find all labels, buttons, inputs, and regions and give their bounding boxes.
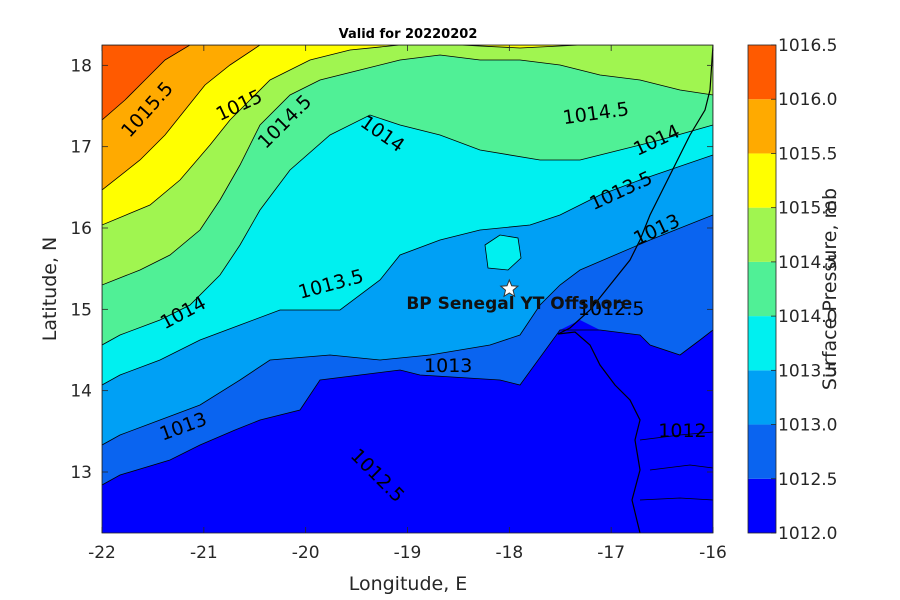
- contour-line-4: [102, 45, 713, 286]
- pressure-bands: [102, 45, 713, 533]
- x-axis-ticks: -22 -21 -20 -19 -18 -17 -16: [88, 45, 727, 563]
- colorbar-segment-6: [748, 153, 776, 208]
- coastline: [557, 45, 713, 533]
- x-tick-label-4: -18: [495, 543, 523, 563]
- contour-line-1: [102, 45, 713, 446]
- colorbar-tick-label-3: 1013.5: [778, 361, 837, 381]
- contour-line-0: [102, 45, 713, 486]
- colorbar: 1012.0 1012.5 1013.0 1013.5 1014.0 1014.5 1015…: [747, 36, 837, 544]
- y-tick-label-3: 16: [70, 219, 92, 239]
- colorbar-tick-label-7: 1015.5: [778, 144, 837, 164]
- contour-label-10: 1012.5: [578, 298, 644, 320]
- colorbar-segment-0: [748, 478, 776, 533]
- contour-label-14: 1012: [658, 420, 706, 442]
- colorbar-label: Surface Pressure, mb: [819, 188, 841, 390]
- colorbar-segment-3: [748, 316, 776, 371]
- colorbar-tick-label-9: 1016.5: [778, 36, 837, 56]
- pressure-band-5: [102, 45, 713, 285]
- colorbar-segment-5: [748, 207, 776, 262]
- estuary-lines: [639, 431, 713, 501]
- pressure-band-8: [102, 45, 190, 120]
- x-tick-label-5: -17: [597, 543, 625, 563]
- colorbar-tick-label-2: 1013.0: [778, 416, 837, 436]
- colorbar-segment-8: [748, 45, 776, 100]
- chart-title: Valid for 20220202: [339, 27, 478, 42]
- colorbar-tick-label-6: 1015.0: [778, 199, 837, 219]
- contour-line-2: [102, 45, 713, 386]
- x-tick-label-2: -20: [292, 543, 320, 563]
- x-tick-label-6: -16: [699, 543, 727, 563]
- contour-line-7: [102, 45, 191, 121]
- coastline-path: [557, 45, 713, 533]
- station-marker-group: BP Senegal YT Offshore: [406, 278, 632, 314]
- y-axis-ticks: 13 14 15 16 17 18: [70, 56, 713, 483]
- contour-line-3: [102, 45, 713, 346]
- x-tick-label-1: -21: [190, 543, 218, 563]
- contour-line-5: [102, 45, 713, 226]
- colorbar-segment-1: [748, 424, 776, 479]
- colorbar-tick-label-8: 1016.0: [778, 90, 837, 110]
- colorbar-segment-2: [748, 370, 776, 425]
- y-tick-label-2: 15: [70, 300, 92, 320]
- low-pressure-region: [560, 320, 713, 533]
- contour-label-11: 1013: [424, 355, 472, 377]
- contour-line-6: [102, 45, 261, 191]
- colorbar-tick-label-1: 1012.5: [778, 470, 837, 490]
- pressure-band-6: [102, 45, 713, 225]
- y-tick-label-1: 14: [70, 382, 92, 402]
- colorbar-tick-label-5: 1014.5: [778, 253, 837, 273]
- station-label-0: BP Senegal YT Offshore: [406, 294, 632, 314]
- y-axis-label: Latitude, N: [39, 237, 61, 342]
- x-tick-label-0: -22: [88, 543, 116, 563]
- y-tick-label-5: 18: [70, 56, 92, 76]
- y-tick-label-4: 17: [70, 138, 92, 158]
- colorbar-tick-label-4: 1014.0: [778, 307, 837, 327]
- contour-lines: [102, 45, 713, 486]
- y-tick-label-0: 13: [70, 463, 92, 483]
- colorbar-frame: [747, 44, 777, 534]
- x-axis-label: Longitude, E: [349, 573, 468, 595]
- colorbar-segment-7: [748, 99, 776, 154]
- pressure-cell: [484, 234, 522, 271]
- colorbar-tick-label-0: 1012.0: [778, 524, 837, 544]
- station-star-icon: [499, 278, 520, 298]
- x-tick-label-3: -19: [394, 543, 422, 563]
- colorbar-segment-4: [748, 261, 776, 317]
